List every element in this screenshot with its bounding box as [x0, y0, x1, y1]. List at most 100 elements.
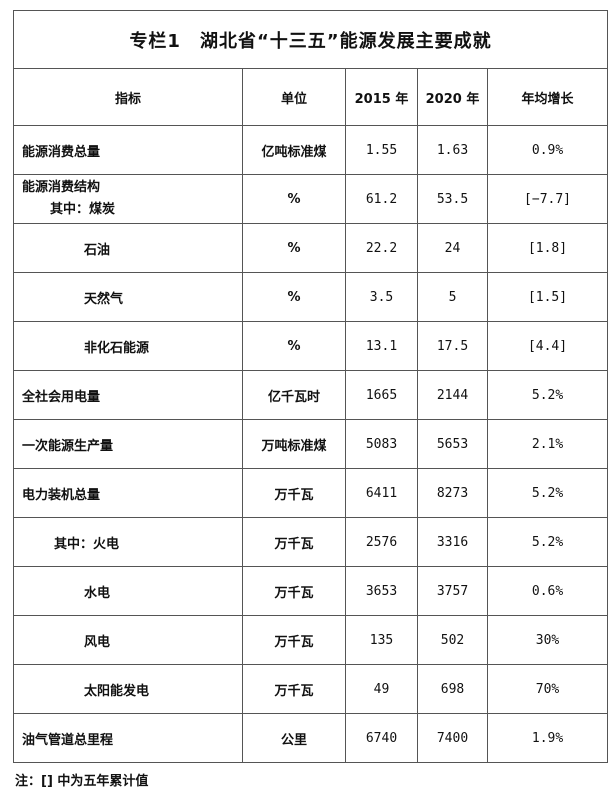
cell-growth: 5.2%	[486, 468, 609, 518]
table-row: 石油 % 22.2 24 [1.8]	[13, 223, 609, 273]
cell-growth: 5.2%	[486, 370, 609, 420]
table-row: 水电 万千瓦 3653 3757 0.6%	[13, 566, 609, 616]
cell-2015: 3653	[345, 566, 418, 616]
cell-2015: 6740	[345, 713, 418, 763]
indicator-name: 能源消费结构	[22, 180, 101, 195]
indicator-name: 非化石能源	[84, 340, 150, 356]
cell-2015: 22.2	[345, 223, 418, 273]
cell-growth: 0.9%	[486, 125, 609, 175]
cell-unit: 万千瓦	[242, 468, 346, 518]
cell-2020: 5	[417, 272, 488, 322]
cell-2020: 17.5	[417, 321, 488, 371]
cell-unit: 亿吨标准煤	[242, 125, 346, 175]
indicator-name: 风电	[84, 634, 111, 650]
cell-unit: %	[242, 174, 346, 224]
cell-indicator: 能源消费总量	[13, 125, 243, 175]
cell-2020: 3316	[417, 517, 488, 567]
indicator-name: 一次能源生产量	[22, 438, 114, 454]
table-row: 太阳能发电 万千瓦 49 698 70%	[13, 664, 609, 714]
cell-2020: 5653	[417, 419, 488, 469]
cell-2020: 1.63	[417, 125, 488, 175]
indicator-name: 能源消费总量	[22, 144, 101, 160]
cell-unit: %	[242, 272, 346, 322]
table-row: 全社会用电量 亿千瓦时 1665 2144 5.2%	[13, 370, 609, 420]
cell-indicator: 电力装机总量	[13, 468, 243, 518]
cell-indicator: 非化石能源	[13, 321, 243, 371]
cell-2020: 2144	[417, 370, 488, 420]
cell-unit: 万千瓦	[242, 517, 346, 567]
indicator-name: 太阳能发电	[84, 683, 150, 699]
achievements-table: 专栏1 湖北省“十三五”能源发展主要成就 指标 单位 2015 年 2020 年…	[12, 10, 609, 763]
indicator-sub: 其中：煤炭	[50, 202, 116, 217]
cell-unit: 万千瓦	[242, 615, 346, 665]
cell-unit: 万吨标准煤	[242, 419, 346, 469]
cell-2020: 53.5	[417, 174, 488, 224]
cell-2020: 8273	[417, 468, 488, 518]
cell-growth: 2.1%	[486, 419, 609, 469]
table-title: 专栏1 湖北省“十三五”能源发展主要成就	[12, 10, 609, 69]
cell-2020: 502	[417, 615, 488, 665]
cell-2015: 3.5	[345, 272, 418, 322]
cell-2015: 13.1	[345, 321, 418, 371]
header-indicator: 指标	[13, 68, 243, 126]
cell-2020: 3757	[417, 566, 488, 616]
cell-unit: 万千瓦	[242, 566, 346, 616]
cell-growth: [1.8]	[486, 223, 609, 273]
header-unit: 单位	[242, 68, 346, 126]
cell-2015: 135	[345, 615, 418, 665]
cell-indicator: 风电	[13, 615, 243, 665]
cell-2020: 24	[417, 223, 488, 273]
table-row: 一次能源生产量 万吨标准煤 5083 5653 2.1%	[13, 419, 609, 469]
cell-2015: 49	[345, 664, 418, 714]
header-row: 指标 单位 2015 年 2020 年 年均增长	[13, 68, 609, 126]
table-row: 风电 万千瓦 135 502 30%	[13, 615, 609, 665]
indicator-name: 石油	[84, 242, 111, 258]
cell-2015: 5083	[345, 419, 418, 469]
header-2015: 2015 年	[345, 68, 418, 126]
cell-growth: 0.6%	[486, 566, 609, 616]
cell-indicator: 石油	[13, 223, 243, 273]
cell-growth: [4.4]	[486, 321, 609, 371]
indicator-name: 全社会用电量	[22, 389, 101, 405]
cell-indicator: 一次能源生产量	[13, 419, 243, 469]
cell-unit: 公里	[242, 713, 346, 763]
cell-growth: 1.9%	[486, 713, 609, 763]
cell-growth: 70%	[486, 664, 609, 714]
header-2020: 2020 年	[417, 68, 488, 126]
table-row: 电力装机总量 万千瓦 6411 8273 5.2%	[13, 468, 609, 518]
cell-growth: [1.5]	[486, 272, 609, 322]
indicator-name: 其中：火电	[54, 536, 120, 552]
cell-2015: 1665	[345, 370, 418, 420]
footnote: 注：[] 中为五年累计值	[15, 774, 149, 789]
cell-growth: 30%	[486, 615, 609, 665]
cell-2020: 698	[417, 664, 488, 714]
cell-2015: 2576	[345, 517, 418, 567]
cell-unit: 亿千瓦时	[242, 370, 346, 420]
cell-growth: 5.2%	[486, 517, 609, 567]
cell-indicator: 太阳能发电	[13, 664, 243, 714]
cell-indicator: 全社会用电量	[13, 370, 243, 420]
cell-indicator: 能源消费结构其中：煤炭	[13, 174, 243, 224]
cell-2015: 61.2	[345, 174, 418, 224]
cell-indicator: 天然气	[13, 272, 243, 322]
cell-unit: %	[242, 321, 346, 371]
table-row: 非化石能源 % 13.1 17.5 [4.4]	[13, 321, 609, 371]
cell-indicator: 油气管道总里程	[13, 713, 243, 763]
header-growth: 年均增长	[486, 68, 609, 126]
table-row: 天然气 % 3.5 5 [1.5]	[13, 272, 609, 322]
cell-2015: 1.55	[345, 125, 418, 175]
cell-2020: 7400	[417, 713, 488, 763]
cell-growth: [−7.7]	[486, 174, 609, 224]
table-row: 其中：火电 万千瓦 2576 3316 5.2%	[13, 517, 609, 567]
cell-2015: 6411	[345, 468, 418, 518]
indicator-name: 电力装机总量	[22, 487, 101, 503]
cell-indicator: 其中：火电	[13, 517, 243, 567]
indicator-name: 水电	[84, 585, 111, 601]
cell-unit: %	[242, 223, 346, 273]
indicator-name: 天然气	[84, 291, 124, 307]
table-row: 油气管道总里程 公里 6740 7400 1.9%	[13, 713, 609, 763]
cell-indicator: 水电	[13, 566, 243, 616]
indicator-name: 油气管道总里程	[22, 732, 114, 748]
table-row: 能源消费结构其中：煤炭 % 61.2 53.5 [−7.7]	[13, 174, 609, 224]
table-row: 能源消费总量 亿吨标准煤 1.55 1.63 0.9%	[13, 125, 609, 175]
